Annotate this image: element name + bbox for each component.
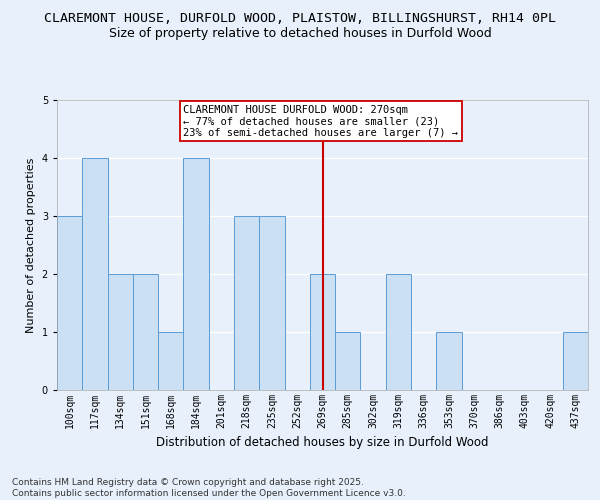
Text: CLAREMONT HOUSE, DURFOLD WOOD, PLAISTOW, BILLINGSHURST, RH14 0PL: CLAREMONT HOUSE, DURFOLD WOOD, PLAISTOW,…	[44, 12, 556, 26]
Bar	[310, 274, 335, 390]
Bar	[386, 274, 411, 390]
Bar	[563, 332, 588, 390]
Y-axis label: Number of detached properties: Number of detached properties	[26, 158, 36, 332]
Bar	[436, 332, 461, 390]
Bar	[158, 332, 184, 390]
Bar	[133, 274, 158, 390]
Text: CLAREMONT HOUSE DURFOLD WOOD: 270sqm
← 77% of detached houses are smaller (23)
2: CLAREMONT HOUSE DURFOLD WOOD: 270sqm ← 7…	[184, 104, 458, 138]
Bar	[335, 332, 361, 390]
Text: Contains HM Land Registry data © Crown copyright and database right 2025.
Contai: Contains HM Land Registry data © Crown c…	[12, 478, 406, 498]
Bar	[234, 216, 259, 390]
Text: Size of property relative to detached houses in Durfold Wood: Size of property relative to detached ho…	[109, 28, 491, 40]
Bar	[82, 158, 107, 390]
Bar	[107, 274, 133, 390]
Bar	[57, 216, 82, 390]
Bar	[259, 216, 284, 390]
Bar	[184, 158, 209, 390]
X-axis label: Distribution of detached houses by size in Durfold Wood: Distribution of detached houses by size …	[156, 436, 489, 450]
